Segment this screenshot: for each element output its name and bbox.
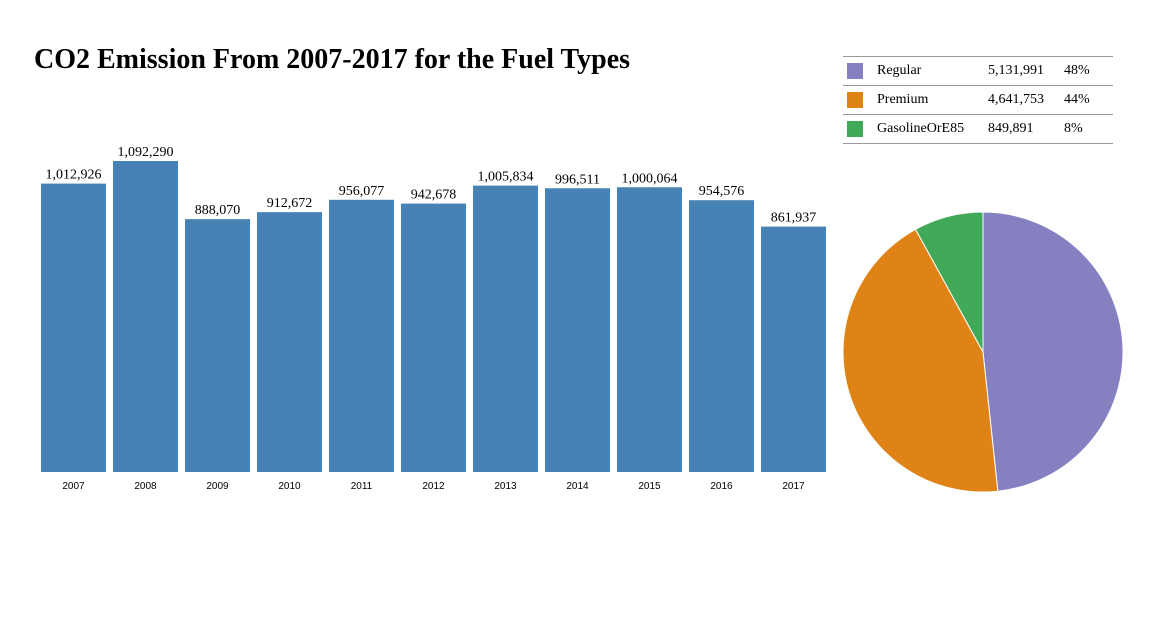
bar-2010 xyxy=(257,212,322,472)
bar-value-label: 861,937 xyxy=(771,211,817,226)
x-tick-label: 2007 xyxy=(62,481,85,492)
x-tick-label: 2015 xyxy=(638,481,661,492)
bar-value-label: 1,000,064 xyxy=(622,171,678,186)
pie-legend: Regular 5,131,991 48% Premium 4,641,753 … xyxy=(843,56,1113,144)
bar-2013 xyxy=(473,185,538,472)
legend-row-regular: Regular 5,131,991 48% xyxy=(843,56,1113,86)
legend-row-gasolineore85: GasolineOrE85 849,891 8% xyxy=(843,114,1113,144)
bar-2012 xyxy=(401,203,466,472)
bar-2017 xyxy=(761,226,826,472)
x-tick-label: 2012 xyxy=(422,481,445,492)
legend-swatch-premium xyxy=(847,91,863,108)
pie-chart xyxy=(842,211,1124,493)
bar-value-label: 954,576 xyxy=(699,184,745,199)
legend-label-regular: Regular xyxy=(877,56,988,86)
legend-percent-regular: 48% xyxy=(1058,56,1113,86)
legend-label-premium: Premium xyxy=(877,85,988,115)
pie-slice-gasolineore85 xyxy=(914,211,984,353)
bar-value-label: 1,005,834 xyxy=(478,170,534,185)
bar-2015 xyxy=(617,187,682,472)
x-tick-label: 2010 xyxy=(278,481,301,492)
x-tick-label: 2011 xyxy=(351,481,373,492)
bar-2008 xyxy=(113,161,178,472)
x-tick-label: 2009 xyxy=(206,481,229,492)
legend-percent-premium: 44% xyxy=(1058,85,1113,115)
legend-value-gasolineore85: 849,891 xyxy=(988,114,1058,144)
legend-value-regular: 5,131,991 xyxy=(988,56,1058,86)
legend-label-gasolineore85: GasolineOrE85 xyxy=(877,114,988,144)
legend-value-premium: 4,641,753 xyxy=(988,85,1058,115)
bar-value-label: 942,678 xyxy=(411,188,457,203)
bar-2011 xyxy=(329,199,394,472)
bar-value-label: 912,672 xyxy=(267,196,313,211)
chart-title: CO2 Emission From 2007-2017 for the Fuel… xyxy=(34,44,631,75)
pie-slice-regular xyxy=(982,211,1124,492)
pie-slice-premium xyxy=(842,228,999,493)
x-tick-label: 2014 xyxy=(566,481,589,492)
bar-value-label: 956,077 xyxy=(339,184,385,199)
bar-chart: 1,012,926 2007 1,092,290 2008 888,070 2009 912… xyxy=(41,145,826,492)
x-tick-label: 2013 xyxy=(494,481,517,492)
bar-value-label: 1,092,290 xyxy=(118,145,174,160)
bar-2014 xyxy=(545,188,610,472)
x-tick-label: 2017 xyxy=(782,481,805,492)
x-tick-label: 2008 xyxy=(134,481,157,492)
bar-2007 xyxy=(41,183,106,473)
bar-value-label: 1,012,926 xyxy=(46,168,102,183)
bar-2016 xyxy=(689,200,754,472)
legend-row-premium: Premium 4,641,753 44% xyxy=(843,85,1113,115)
bar-2009 xyxy=(185,219,250,472)
bar-value-label: 996,511 xyxy=(555,172,600,187)
bar-value-label: 888,070 xyxy=(195,203,241,218)
legend-swatch-gasolineore85 xyxy=(847,120,863,137)
x-tick-label: 2016 xyxy=(710,481,733,492)
legend-percent-gasolineore85: 8% xyxy=(1058,114,1113,144)
legend-swatch-regular xyxy=(847,62,863,79)
